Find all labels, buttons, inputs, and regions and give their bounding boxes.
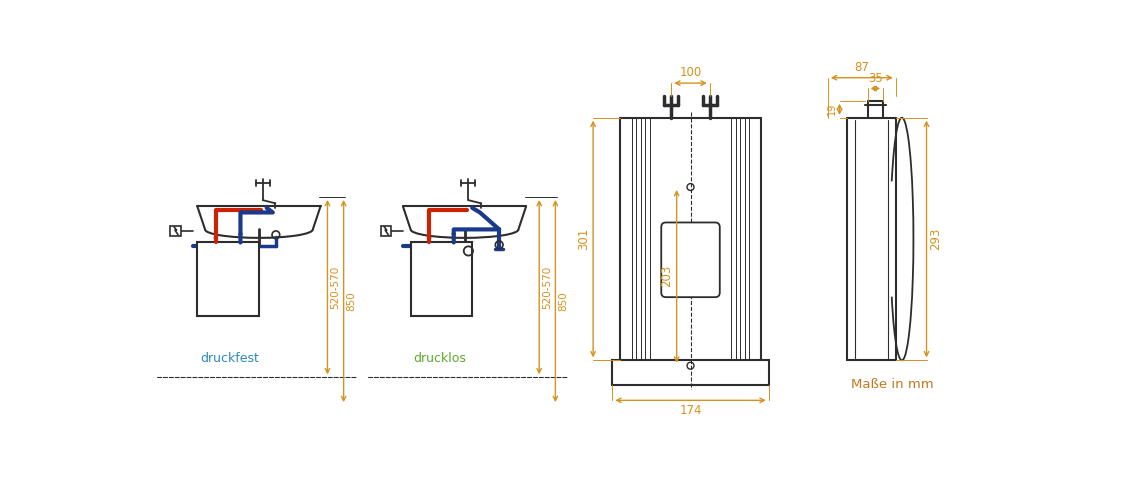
Text: Maße in mm: Maße in mm	[852, 378, 933, 392]
Bar	[410, 242, 472, 316]
Bar	[171, 226, 181, 236]
Text: druckfest: druckfest	[200, 352, 259, 365]
Text: 100: 100	[680, 66, 702, 79]
Text: 850: 850	[558, 291, 568, 311]
Bar	[198, 242, 259, 316]
FancyBboxPatch shape	[662, 222, 720, 297]
Text: 293: 293	[930, 228, 943, 250]
Text: 174: 174	[679, 404, 702, 417]
Text: drucklos: drucklos	[413, 352, 466, 365]
Text: 87: 87	[854, 61, 870, 74]
Bar	[613, 360, 769, 385]
Text: 19: 19	[828, 103, 837, 116]
Text: 520-570: 520-570	[331, 266, 341, 309]
Text: 301: 301	[578, 228, 590, 250]
Text: 203: 203	[661, 265, 673, 287]
Text: 35: 35	[868, 72, 882, 86]
Text: 850: 850	[347, 291, 357, 311]
Bar	[381, 226, 391, 236]
Text: 520-570: 520-570	[542, 266, 553, 309]
